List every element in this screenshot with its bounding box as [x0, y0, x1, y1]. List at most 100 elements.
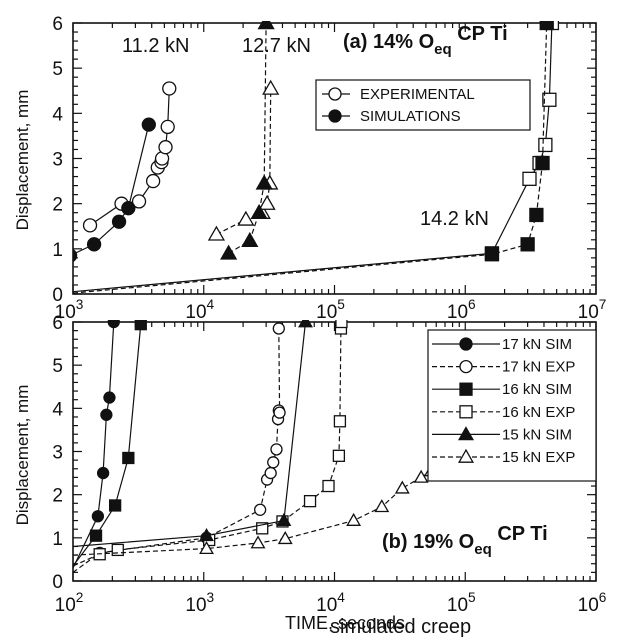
y-tick-label: 1 — [52, 240, 63, 261]
data-point — [241, 231, 259, 247]
legend-marker — [328, 87, 342, 101]
legend-marker — [459, 405, 473, 419]
legend-label: SIMULATIONS — [360, 108, 461, 125]
legend-label: 16 kN EXP — [502, 404, 575, 421]
data-point — [273, 406, 286, 419]
series-line — [73, 328, 281, 573]
data-point — [96, 466, 110, 480]
data-point — [335, 320, 348, 329]
y-tick-label: 2 — [52, 486, 63, 507]
data-point — [199, 540, 214, 555]
data-point — [539, 21, 554, 31]
data-point — [100, 408, 113, 421]
data-point — [254, 503, 267, 516]
series-line — [73, 22, 553, 293]
x-tick-label: 103 — [55, 297, 84, 323]
data-point — [303, 494, 317, 508]
legend-marker — [457, 448, 475, 463]
panel-b: 102 103 104 105 106 0 1 2 3 4 5 6 Displacement, mm TI… — [13, 313, 606, 633]
data-point — [107, 320, 120, 329]
data-point — [86, 237, 102, 252]
plot-frame — [72, 22, 597, 295]
series-line — [73, 321, 307, 548]
series-line — [73, 321, 115, 569]
data-point — [542, 92, 557, 107]
load-annotation: 12.7 kN — [242, 35, 311, 57]
panel-a: 103 104 105 106 107 0 1 2 3 4 5 6 Displacement, mm 11… — [13, 14, 606, 323]
data-point — [121, 201, 136, 216]
x-tick-label: 102 — [55, 590, 84, 616]
x-tick-label: 106 — [578, 590, 607, 616]
series-12.7-kn — [220, 21, 275, 260]
data-point — [298, 320, 313, 328]
series-17-kn-exp — [73, 322, 286, 573]
data-point — [108, 499, 122, 512]
data-point — [162, 81, 177, 96]
y-tick-label: 0 — [52, 285, 63, 306]
legend-label: EXPERIMENTAL — [360, 86, 475, 103]
data-point — [332, 449, 346, 462]
load-annotation: 11.2 kN — [122, 35, 189, 57]
data-point — [535, 155, 550, 171]
data-point — [374, 499, 390, 513]
x-tick-label: 104 — [316, 590, 345, 616]
legend-marker — [457, 426, 475, 441]
data-point — [141, 117, 156, 132]
y-tick-label: 0 — [52, 572, 63, 593]
series-line — [73, 124, 150, 255]
legend-marker — [459, 337, 473, 351]
y-tick-label: 4 — [52, 399, 63, 420]
legend-marker — [459, 382, 473, 396]
data-point — [220, 244, 238, 260]
load-annotation: 14.2 kN — [420, 208, 489, 230]
data-point — [520, 237, 535, 252]
data-point — [131, 194, 147, 209]
data-point — [538, 137, 553, 153]
data-point — [277, 531, 293, 545]
series-15-kn-sim — [73, 320, 313, 548]
data-point — [346, 512, 362, 526]
legend-marker — [459, 359, 473, 374]
series-16-kn-exp — [73, 320, 348, 567]
series-16-kn-sim — [73, 320, 147, 567]
y-tick-label: 6 — [52, 313, 63, 334]
data-point — [484, 247, 500, 262]
legend-label: 15 kN EXP — [502, 449, 575, 466]
x-tick-label: 103 — [185, 590, 214, 616]
y-tick-label: 5 — [52, 59, 63, 80]
y-axis-label: Displacement, mm — [13, 90, 32, 231]
data-point — [272, 322, 285, 335]
data-point — [91, 510, 105, 523]
data-point — [134, 320, 147, 331]
data-point — [257, 21, 275, 30]
data-point — [258, 194, 276, 210]
data-point — [255, 174, 273, 190]
y-tick-label: 4 — [52, 104, 63, 125]
series-17-kn-sim — [73, 320, 120, 569]
y-tick-label: 3 — [52, 443, 63, 464]
legend-label: 17 kN SIM — [502, 336, 572, 353]
data-point — [250, 535, 266, 549]
series-11.2-kn — [73, 117, 156, 263]
data-point — [262, 79, 280, 95]
data-point — [237, 210, 255, 226]
legend: 17 kN SIM 17 kN EXP 16 kN SIM 16 kN EXP 15 k… — [427, 329, 597, 482]
data-point — [413, 469, 429, 483]
data-point — [73, 249, 78, 263]
data-point — [160, 119, 175, 135]
series-line — [73, 324, 142, 567]
data-point — [529, 207, 544, 223]
x-tick-label: 105 — [316, 297, 345, 323]
legend-label: 16 kN SIM — [502, 381, 572, 398]
data-point — [322, 479, 335, 493]
y-tick-label: 2 — [52, 195, 63, 216]
series-line — [73, 22, 548, 294]
data-point — [267, 456, 280, 469]
legend-label: 17 kN EXP — [502, 359, 575, 376]
x-tick-label: 107 — [578, 297, 607, 323]
y-tick-label: 6 — [52, 14, 63, 35]
data-point — [145, 173, 161, 189]
data-point — [276, 512, 292, 526]
legend-box — [315, 79, 531, 131]
